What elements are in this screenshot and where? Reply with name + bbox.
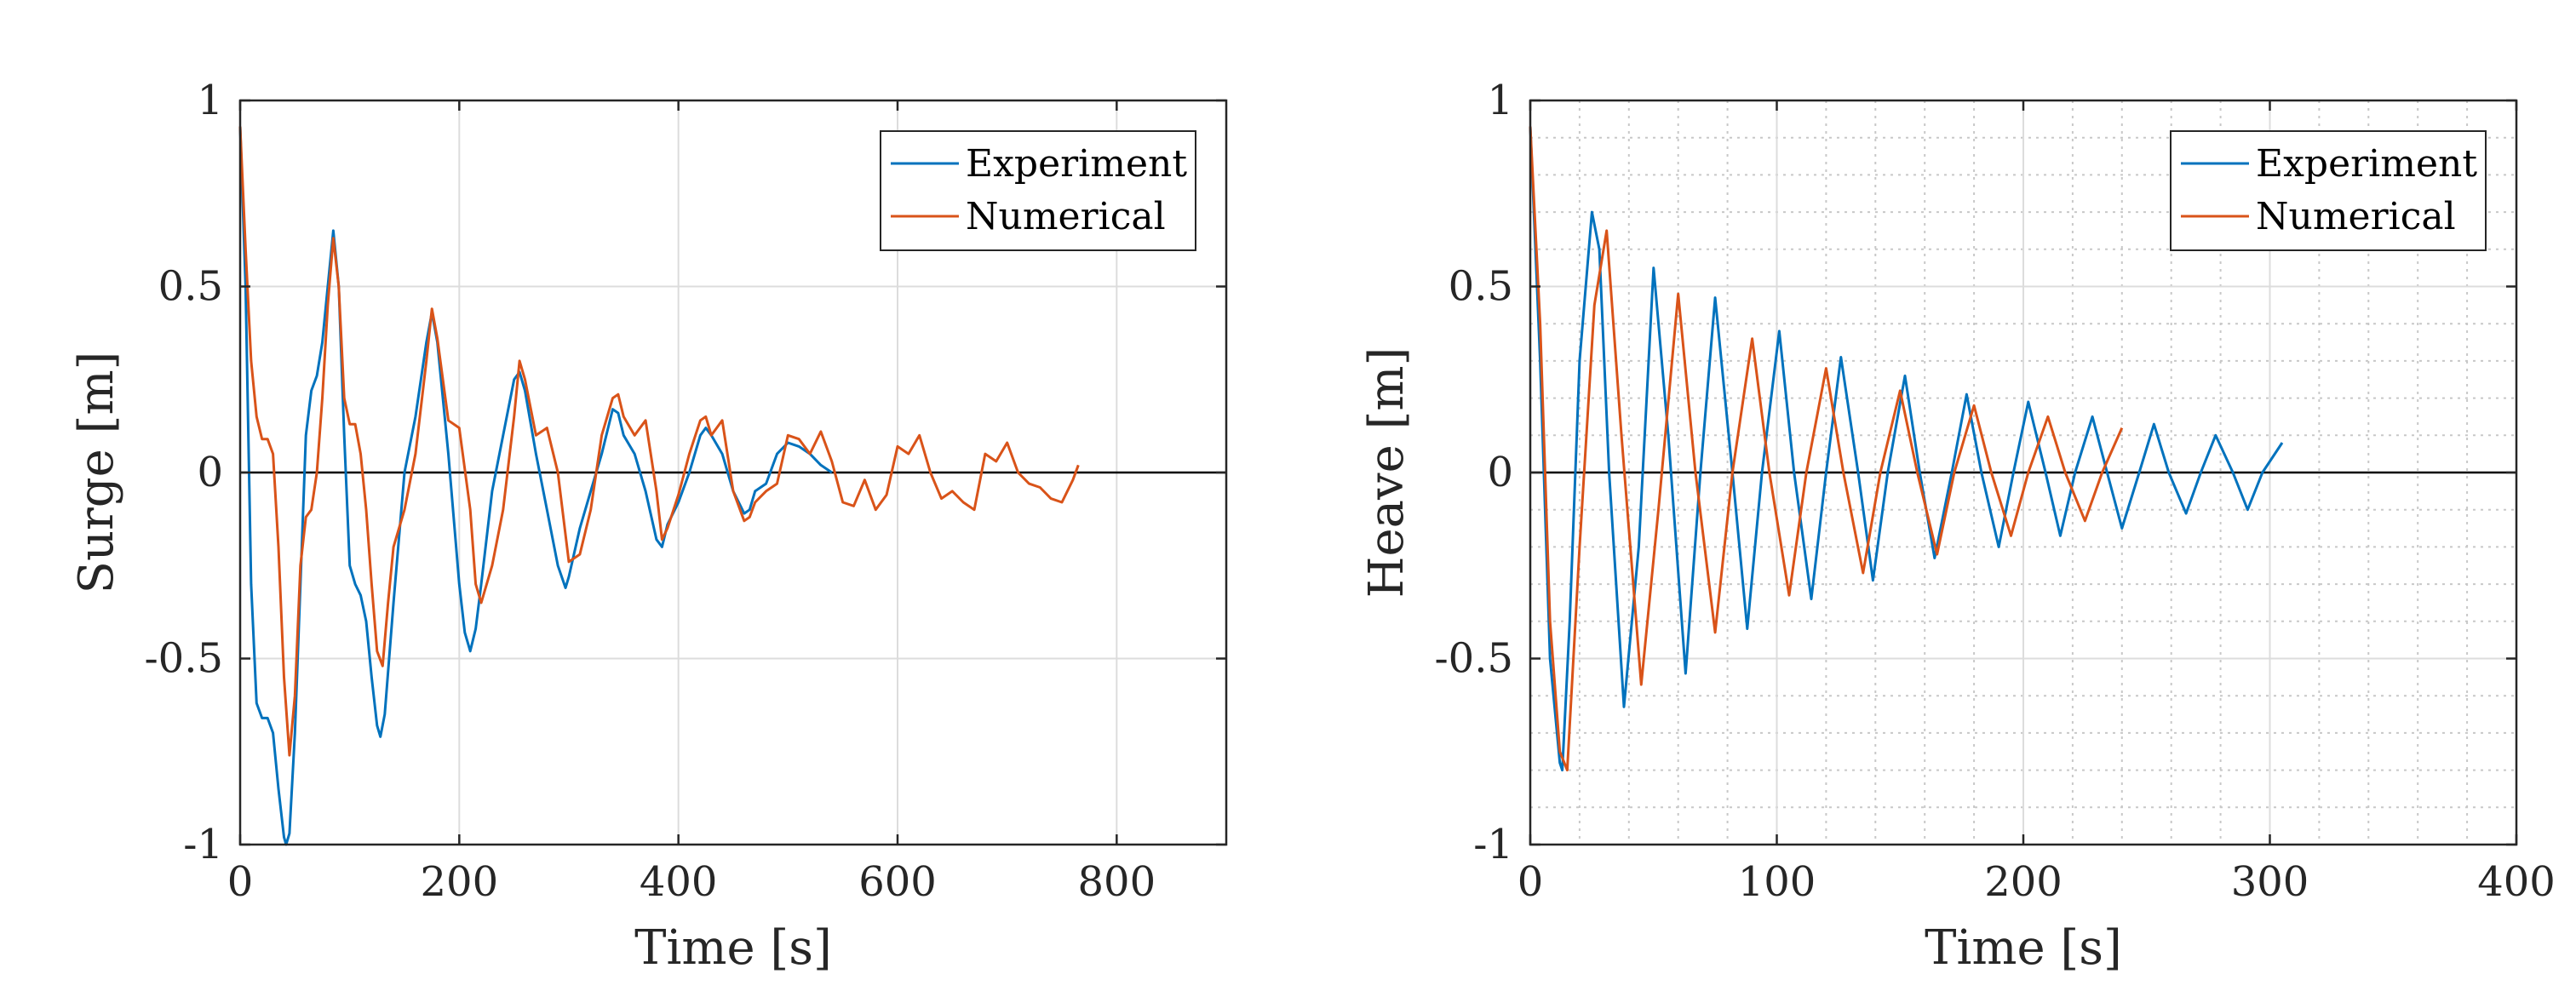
y-tick-label: -1 <box>1473 821 1513 868</box>
legend: Experiment Numerical <box>2170 130 2487 251</box>
x-tick-label: 100 <box>1738 858 1816 906</box>
x-tick-label: 400 <box>640 858 718 906</box>
x-tick-label: 300 <box>2231 858 2309 906</box>
x-axis-label: Time [s] <box>634 920 832 976</box>
y-tick-label: 0 <box>197 449 223 496</box>
y-tick-label: 1 <box>1487 77 1513 124</box>
series-line-experiment <box>1529 126 2284 772</box>
y-tick-label: -0.5 <box>144 635 223 683</box>
legend-label-numerical: Numerical <box>2256 195 2456 238</box>
y-tick-label: 0.5 <box>1449 263 1513 311</box>
y-axis-label: Heave [m] <box>1359 347 1414 599</box>
series-line-numerical <box>238 126 1080 757</box>
x-axis-label: Time [s] <box>1925 920 2122 976</box>
x-tick-label: 200 <box>1984 858 2063 906</box>
x-tick-label: 400 <box>2477 858 2556 906</box>
x-tick-label: 200 <box>421 858 499 906</box>
x-tick-label: 800 <box>1078 858 1156 906</box>
chart-2: 0 100 200 300 400 -1 -0.5 0 0.5 1 Time [s] Heave [m… <box>1359 77 2556 976</box>
series-line-experiment <box>238 126 833 846</box>
y-tick-label: 0.5 <box>158 263 223 311</box>
y-tick-label: -0.5 <box>1434 635 1513 683</box>
x-tick-label: 600 <box>858 858 937 906</box>
series-line-numerical <box>1529 126 2124 772</box>
x-tick-label: 0 <box>227 858 254 906</box>
legend-box <box>2170 130 2487 251</box>
legend: Experiment Numerical <box>880 130 1196 251</box>
y-axis-label: Surge [m] <box>69 352 124 594</box>
legend-label-experiment: Experiment <box>2256 142 2477 186</box>
legend-label-numerical: Numerical <box>966 195 1166 238</box>
chart-1: 0 200 400 600 800 -1 -0.5 0 0.5 1 Time [s] Surge [m… <box>69 77 1228 976</box>
y-tick-label: 0 <box>1487 449 1513 496</box>
legend-label-experiment: Experiment <box>966 142 1187 186</box>
y-tick-label: 1 <box>197 77 223 124</box>
legend-box <box>880 130 1196 251</box>
x-tick-label: 0 <box>1517 858 1544 906</box>
y-tick-label: -1 <box>183 821 223 868</box>
